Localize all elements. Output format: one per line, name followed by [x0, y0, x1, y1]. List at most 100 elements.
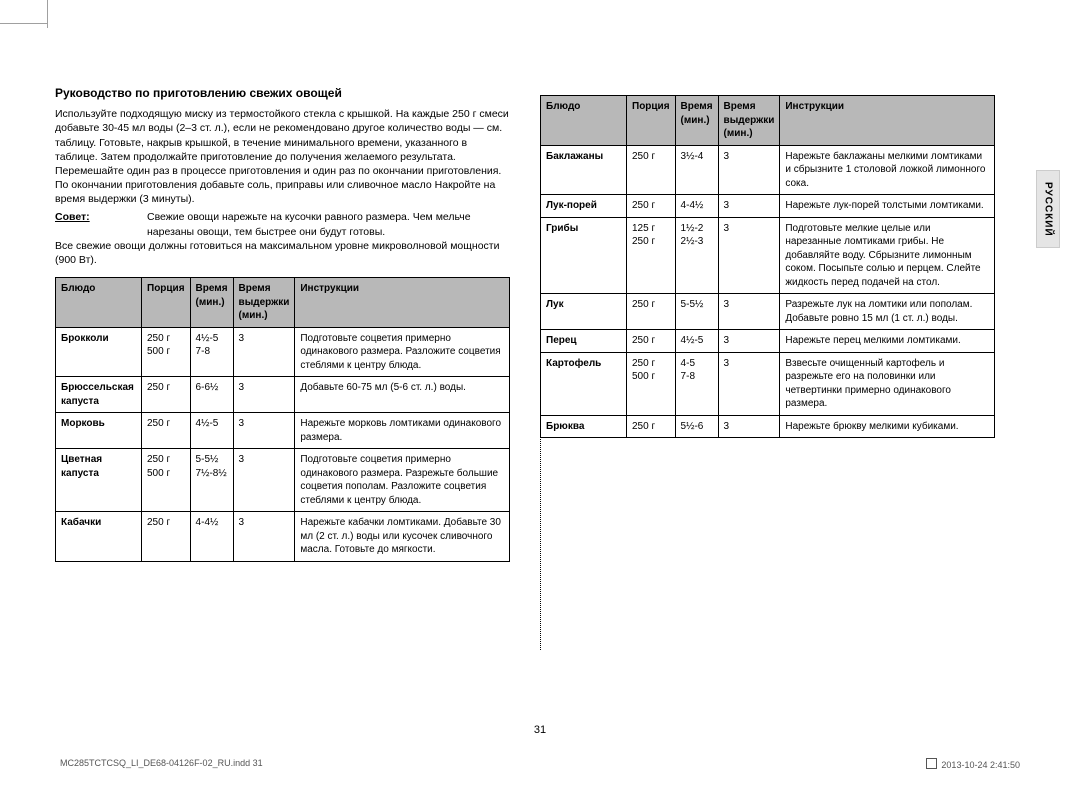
left-column: Руководство по приготовлению свежих овощ…: [55, 85, 510, 562]
cell-portion: 250 г: [627, 294, 676, 330]
cell-dish: Кабачки: [56, 512, 142, 562]
table-row: Брюква250 г5½-63Нарежьте брюкву мелкими …: [541, 415, 995, 438]
cell-stand: 3: [718, 294, 780, 330]
cell-dish: Картофель: [541, 352, 627, 415]
cell-instr: Подготовьте мелкие целые или нарезанные …: [780, 217, 995, 294]
table-row: Баклажаны250 г3½-43Нарежьте баклажаны ме…: [541, 145, 995, 195]
cell-instr: Подготовьте соцветия примерно одинаковог…: [295, 327, 510, 377]
cell-stand: 3: [233, 377, 295, 413]
cell-portion: 250 г: [142, 512, 191, 562]
cell-portion: 250 г500 г: [627, 352, 676, 415]
cell-portion: 250 г: [627, 195, 676, 218]
cell-stand: 3: [233, 449, 295, 512]
cell-instr: Нарежьте брюкву мелкими кубиками.: [780, 415, 995, 438]
cell-dish: Брюссельская капуста: [56, 377, 142, 413]
cell-dish: Перец: [541, 330, 627, 353]
table-row: Брокколи250 г500 г4½-57-83Подготовьте со…: [56, 327, 510, 377]
cell-time: 6-6½: [190, 377, 233, 413]
cell-stand: 3: [718, 217, 780, 294]
cell-dish: Цветная капуста: [56, 449, 142, 512]
cell-dish: Брокколи: [56, 327, 142, 377]
cell-time: 4½-5: [675, 330, 718, 353]
table-row: Морковь250 г4½-53Нарежьте морковь ломтик…: [56, 413, 510, 449]
cell-time: 5½-6: [675, 415, 718, 438]
cell-instr: Нарежьте лук-порей толстыми ломтиками.: [780, 195, 995, 218]
intro-paragraph: Используйте подходящую миску из термосто…: [55, 107, 510, 206]
cell-instr: Нарежьте перец мелкими ломтиками.: [780, 330, 995, 353]
cooking-table-right: Блюдо Порция Время (мин.) Время выдержки…: [540, 95, 995, 438]
table-row: Кабачки250 г4-4½3Нарежьте кабачки ломтик…: [56, 512, 510, 562]
table-row: Брюссельская капуста250 г6-6½3Добавьте 6…: [56, 377, 510, 413]
note-paragraph: Все свежие овощи должны готовиться на ма…: [55, 239, 510, 267]
cell-instr: Разрежьте лук на ломтики или пополам. До…: [780, 294, 995, 330]
cell-portion: 125 г250 г: [627, 217, 676, 294]
cell-time: 4½-5: [190, 413, 233, 449]
th-portion: Порция: [142, 278, 191, 328]
cell-time: 4-4½: [190, 512, 233, 562]
table-row: Лук250 г5-5½3Разрежьте лук на ломтики ил…: [541, 294, 995, 330]
cell-portion: 250 г: [142, 377, 191, 413]
cell-instr: Нарежьте баклажаны мелкими ломтиками и с…: [780, 145, 995, 195]
table-row: Цветная капуста250 г500 г5-5½7½-8½3Подго…: [56, 449, 510, 512]
page-number: 31: [534, 724, 546, 736]
cell-portion: 250 г500 г: [142, 449, 191, 512]
cell-portion: 250 г: [627, 415, 676, 438]
manual-page: Руководство по приготовлению свежих овощ…: [0, 0, 1080, 792]
cell-stand: 3: [718, 145, 780, 195]
th-instructions: Инструкции: [295, 278, 510, 328]
cell-portion: 250 г: [627, 330, 676, 353]
column-divider: [540, 95, 541, 650]
cell-time: 4-57-8: [675, 352, 718, 415]
th-time: Время (мин.): [190, 278, 233, 328]
cell-time: 4-4½: [675, 195, 718, 218]
cell-instr: Взвесьте очищенный картофель и разрежьте…: [780, 352, 995, 415]
table-row: Грибы125 г250 г1½-22½-33Подготовьте мелк…: [541, 217, 995, 294]
cell-instr: Добавьте 60-75 мл (5-6 ст. л.) воды.: [295, 377, 510, 413]
cell-stand: 3: [233, 327, 295, 377]
cell-instr: Подготовьте соцветия примерно одинаковог…: [295, 449, 510, 512]
cell-time: 4½-57-8: [190, 327, 233, 377]
cell-time: 1½-22½-3: [675, 217, 718, 294]
footer-timestamp: 2013-10-24 2:41:50: [926, 758, 1020, 770]
cell-stand: 3: [718, 330, 780, 353]
table-row: Картофель250 г500 г4-57-83Взвесьте очище…: [541, 352, 995, 415]
th-dish: Блюдо: [56, 278, 142, 328]
cell-stand: 3: [718, 195, 780, 218]
cell-time: 3½-4: [675, 145, 718, 195]
cell-instr: Нарежьте морковь ломтиками одинакового р…: [295, 413, 510, 449]
cell-portion: 250 г500 г: [142, 327, 191, 377]
cell-portion: 250 г: [627, 145, 676, 195]
tip-row: Совет: Свежие овощи нарежьте на кусочки …: [55, 210, 510, 238]
cell-dish: Лук: [541, 294, 627, 330]
cell-time: 5-5½: [675, 294, 718, 330]
th-portion: Порция: [627, 96, 676, 146]
th-stand: Время выдержки (мин.): [233, 278, 295, 328]
cell-stand: 3: [718, 352, 780, 415]
print-footer: MC285TCTCSQ_LI_DE68-04126F-02_RU.indd 31…: [60, 758, 1020, 770]
tip-text: Свежие овощи нарежьте на кусочки равного…: [147, 210, 510, 238]
right-column: Блюдо Порция Время (мин.) Время выдержки…: [540, 85, 995, 562]
tip-label: Совет:: [55, 210, 147, 238]
cell-dish: Грибы: [541, 217, 627, 294]
footer-filename: MC285TCTCSQ_LI_DE68-04126F-02_RU.indd 31: [60, 758, 263, 770]
cell-dish: Лук-порей: [541, 195, 627, 218]
th-time: Время (мин.): [675, 96, 718, 146]
th-stand: Время выдержки (мин.): [718, 96, 780, 146]
crop-mark: [0, 23, 48, 24]
th-dish: Блюдо: [541, 96, 627, 146]
cooking-table-left: Блюдо Порция Время (мин.) Время выдержки…: [55, 277, 510, 562]
cell-instr: Нарежьте кабачки ломтиками. Добавьте 30 …: [295, 512, 510, 562]
cell-dish: Баклажаны: [541, 145, 627, 195]
table-row: Лук-порей250 г4-4½3Нарежьте лук-порей то…: [541, 195, 995, 218]
cell-stand: 3: [233, 413, 295, 449]
cell-time: 5-5½7½-8½: [190, 449, 233, 512]
cell-portion: 250 г: [142, 413, 191, 449]
language-tab: РУССКИЙ: [1036, 170, 1060, 248]
cell-dish: Брюква: [541, 415, 627, 438]
section-heading: Руководство по приготовлению свежих овощ…: [55, 85, 510, 101]
th-instructions: Инструкции: [780, 96, 995, 146]
table-row: Перец250 г4½-53Нарежьте перец мелкими ло…: [541, 330, 995, 353]
language-tab-label: РУССКИЙ: [1043, 182, 1054, 237]
cell-stand: 3: [233, 512, 295, 562]
cell-stand: 3: [718, 415, 780, 438]
